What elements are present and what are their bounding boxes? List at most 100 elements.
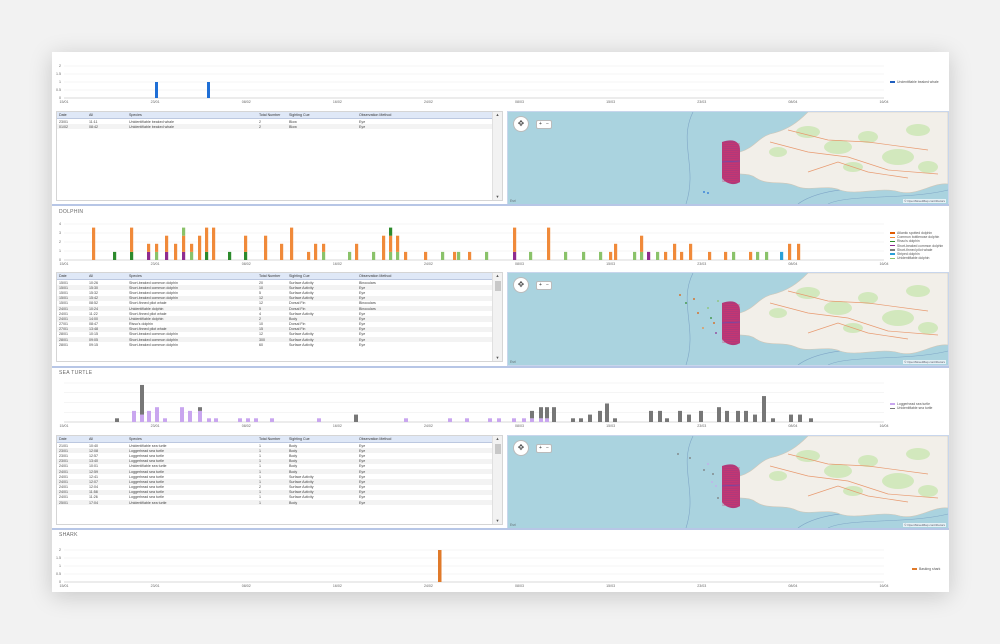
scroll-down-icon[interactable]: ▼ xyxy=(495,194,500,199)
chart-bar[interactable] xyxy=(598,410,602,422)
legend-entry[interactable]: Undentifiable beaked whale xyxy=(890,80,939,84)
chart-bar[interactable] xyxy=(465,418,469,422)
sighting-marker[interactable] xyxy=(697,312,699,314)
sighting-marker[interactable] xyxy=(707,307,709,309)
chart-bar[interactable] xyxy=(547,227,551,260)
chart-bar[interactable] xyxy=(599,251,603,260)
map-canvas[interactable] xyxy=(508,112,948,204)
chart-bar[interactable] xyxy=(605,403,609,422)
chart-bar[interactable] xyxy=(389,227,393,236)
sighting-marker[interactable] xyxy=(679,294,681,296)
chart-bar[interactable] xyxy=(396,235,400,252)
chart-bar[interactable] xyxy=(238,418,242,422)
column-header[interactable]: Species xyxy=(129,113,142,117)
legend-entry[interactable]: Common bottlenose dolphin xyxy=(890,235,943,239)
chart-bar[interactable] xyxy=(130,227,134,252)
zoom-in-button[interactable]: + xyxy=(539,282,542,288)
chart-bar[interactable] xyxy=(545,418,549,422)
chart-bar[interactable] xyxy=(656,251,660,260)
chart-bar[interactable] xyxy=(424,251,428,260)
legend-entry[interactable]: Unidentifiable dolphin xyxy=(890,256,943,260)
map-canvas[interactable] xyxy=(508,436,948,528)
chart-bar[interactable] xyxy=(130,251,134,260)
chart-bar[interactable] xyxy=(190,243,194,252)
table-scrollbar[interactable]: ▲ ▼ xyxy=(492,273,502,361)
chart-bar[interactable] xyxy=(798,414,802,422)
table-row[interactable]: 01/02 08:42 Unidentifiable beaked whale 2 Bl… xyxy=(57,124,493,130)
column-header[interactable]: All xyxy=(89,113,93,117)
chart-bar[interactable] xyxy=(753,414,757,422)
table-row[interactable]: 24/01 10:24 Unidentifiable dolphin 5 Dorsal … xyxy=(57,305,493,312)
chart-bar[interactable] xyxy=(613,418,617,422)
chart-bar[interactable] xyxy=(717,407,721,422)
table-row[interactable]: 24/01 12:04 Loggerhead sea turtle 2 Surface … xyxy=(57,485,493,490)
chart-bar[interactable] xyxy=(699,410,703,422)
chart-bar[interactable] xyxy=(673,243,677,260)
chart-bar[interactable] xyxy=(771,418,775,422)
table-scrollbar[interactable]: ▲ ▼ xyxy=(492,436,502,524)
chart-bar[interactable] xyxy=(280,243,284,260)
chart-bar[interactable] xyxy=(614,243,618,260)
chart-bar[interactable] xyxy=(254,418,258,422)
scroll-up-icon[interactable]: ▲ xyxy=(495,273,500,278)
chart-bar[interactable] xyxy=(354,414,358,422)
column-header[interactable]: Species xyxy=(129,274,142,278)
sighting-marker[interactable] xyxy=(703,191,705,193)
column-header[interactable]: Date xyxy=(59,437,67,441)
sighting-marker[interactable] xyxy=(689,457,691,459)
chart-bar[interactable] xyxy=(180,407,184,422)
legend-entry[interactable]: Striped dolphin xyxy=(890,252,943,256)
whale-map[interactable]: ✥ + − © OpenStreetMap contributors Esri xyxy=(507,111,949,205)
chart-bar[interactable] xyxy=(680,251,684,260)
chart-bar[interactable] xyxy=(453,251,457,260)
chart-bar[interactable] xyxy=(530,410,534,419)
chart-bar[interactable] xyxy=(725,410,729,422)
pan-icon[interactable]: ✥ xyxy=(513,440,529,456)
zoom-in-button[interactable]: + xyxy=(539,121,542,127)
sighting-marker[interactable] xyxy=(702,327,704,329)
column-header[interactable]: Species xyxy=(129,437,142,441)
chart-bar[interactable] xyxy=(780,251,784,260)
table-row[interactable]: 28/01 10:15 Short-beaked common dolphin 12 S… xyxy=(57,332,493,337)
pan-icon[interactable]: ✥ xyxy=(513,277,529,293)
table-scrollbar[interactable]: ▲ ▼ xyxy=(492,112,502,200)
chart-bar[interactable] xyxy=(212,227,216,260)
chart-bar[interactable] xyxy=(708,251,712,260)
sea-turtle-map[interactable]: ✥ + − © OpenStreetMap contributors Esri xyxy=(507,435,949,529)
chart-bar[interactable] xyxy=(314,243,318,260)
table-row[interactable]: 24/01 12:59 Loggerhead sea turtle 1 Body Eye xyxy=(57,468,493,475)
column-header[interactable]: All xyxy=(89,274,93,278)
chart-bar[interactable] xyxy=(579,418,583,422)
chart-bar[interactable] xyxy=(92,227,96,260)
sighting-marker[interactable] xyxy=(712,473,714,475)
chart-bar[interactable] xyxy=(207,82,210,98)
chart-bar[interactable] xyxy=(182,251,186,260)
chart-bar[interactable] xyxy=(530,418,534,422)
chart-bar[interactable] xyxy=(724,251,728,260)
map-canvas[interactable] xyxy=(508,273,948,365)
chart-bar[interactable] xyxy=(809,418,813,422)
sighting-marker[interactable] xyxy=(717,497,719,499)
chart-bar[interactable] xyxy=(389,251,393,260)
map-attribution[interactable]: © OpenStreetMap contributors xyxy=(903,199,946,203)
sighting-marker[interactable] xyxy=(693,298,695,300)
chart-bar[interactable] xyxy=(155,251,159,260)
table-row[interactable]: 24/01 11:26 Loggerhead sea turtle 1 Surface … xyxy=(57,495,493,500)
chart-bar[interactable] xyxy=(582,251,586,260)
column-header[interactable]: Total Number xyxy=(259,274,281,278)
table-row[interactable]: 24/01 12:41 Loggerhead sea turtle 1 Surface … xyxy=(57,474,493,479)
pan-icon[interactable]: ✥ xyxy=(513,116,529,132)
column-header[interactable]: All xyxy=(89,437,93,441)
scroll-down-icon[interactable]: ▼ xyxy=(495,355,500,360)
chart-bar[interactable] xyxy=(140,414,144,422)
chart-bar[interactable] xyxy=(513,227,517,252)
chart-bar[interactable] xyxy=(689,243,693,260)
chart-bar[interactable] xyxy=(664,251,668,260)
chart-bar[interactable] xyxy=(174,243,178,260)
table-row[interactable]: 21/01 10:40 Unidentifiable sea turtle 1 Body… xyxy=(57,443,493,448)
chart-bar[interactable] xyxy=(658,410,662,422)
chart-bar[interactable] xyxy=(205,251,209,260)
chart-bar[interactable] xyxy=(687,414,691,422)
chart-bar[interactable] xyxy=(649,410,653,422)
chart-bar[interactable] xyxy=(633,251,637,260)
